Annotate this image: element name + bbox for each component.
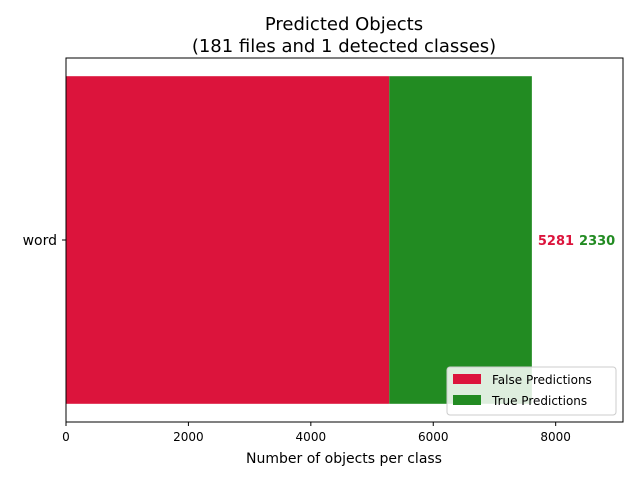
bar-true-predictions-word [389, 76, 532, 404]
legend: False Predictions True Predictions [446, 366, 617, 416]
x-axis-label: Number of objects per class [246, 451, 442, 467]
x-tick-label: 8000 [540, 430, 571, 444]
legend-label-true-predictions: True Predictions [491, 394, 587, 408]
y-tick-label: word [23, 233, 57, 249]
data-label-false-predictions: 5281 [538, 234, 574, 249]
x-axis-ticks: 0 2000 4000 6000 8000 [62, 422, 571, 444]
bar-false-predictions-word [66, 76, 390, 404]
legend-swatch-true-predictions [453, 395, 481, 405]
data-labels-group: 5281 2330 [538, 234, 615, 249]
x-tick-label: 2000 [173, 430, 204, 444]
plot-area: 5281 2330 0 2000 4000 6000 8000 word [23, 57, 624, 444]
x-tick-label: 6000 [418, 430, 449, 444]
data-label-true-predictions: 2330 [579, 234, 615, 249]
bars-group [66, 76, 532, 404]
x-tick-label: 0 [62, 430, 70, 444]
y-axis-ticks: word [23, 233, 66, 249]
chart-title-line1: Predicted Objects [265, 14, 423, 35]
chart-title-line2: (181 files and 1 detected classes) [192, 36, 496, 57]
legend-label-false-predictions: False Predictions [492, 373, 592, 387]
x-tick-label: 4000 [296, 430, 327, 444]
legend-box [446, 366, 617, 416]
legend-swatch-false-predictions [453, 374, 481, 384]
